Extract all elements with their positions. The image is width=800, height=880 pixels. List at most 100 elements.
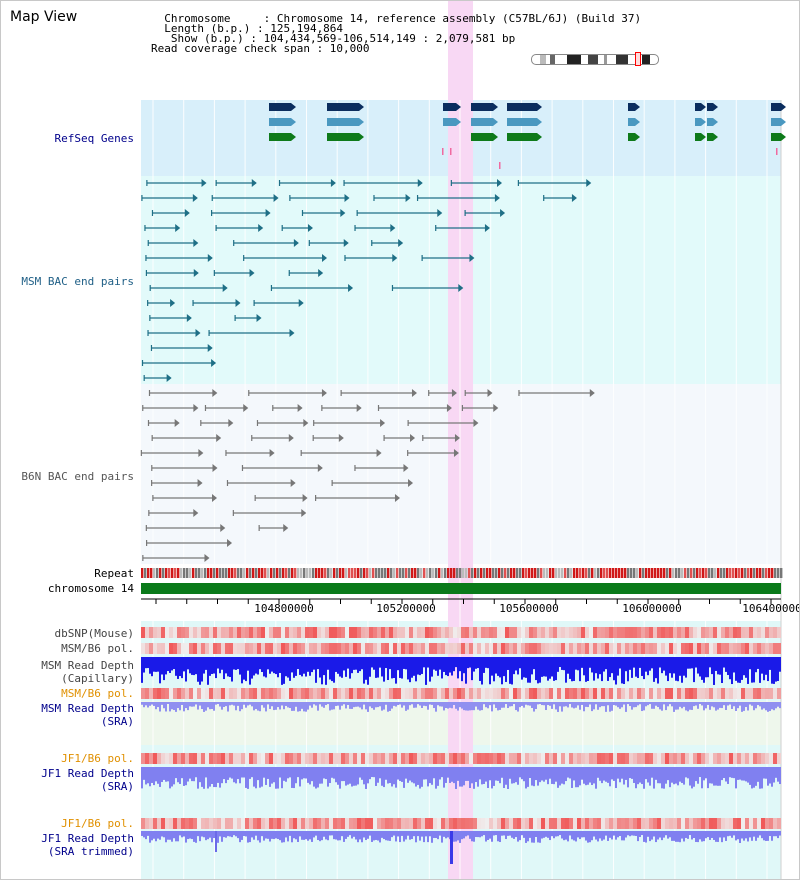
jf1-sra-depth-bar	[313, 767, 315, 787]
b6n-bac-end-pairs-label[interactable]: B6N BAC end pairs	[21, 470, 134, 483]
repeat-block	[672, 568, 675, 578]
msm-capillary-depth-bar	[543, 657, 545, 677]
msm-capillary-depth-bar	[609, 657, 611, 678]
jf1-b6-pol-heat-cell	[241, 753, 245, 764]
msm-sra-depth-bar	[609, 702, 611, 712]
msm-sra-depth-bar	[577, 702, 579, 706]
jf1-b6-pol-2-heat-cell	[245, 818, 249, 829]
jf1-trimmed-depth-bar	[513, 831, 515, 839]
jf1-b6-pol-2-label[interactable]: JF1/B6 pol.	[61, 817, 134, 830]
msm-b6-pol-sra-heat-cell	[285, 688, 289, 699]
chromosome-14-label[interactable]: chromosome 14	[47, 582, 134, 595]
jf1-trimmed-depth-bar	[705, 831, 707, 839]
msm-b6-pol-sra-heat-cell	[201, 688, 205, 699]
jf1-trimmed-depth-bar	[581, 831, 583, 838]
msm-bac-end-pairs-label[interactable]: MSM BAC end pairs	[21, 275, 134, 288]
repeat-block	[429, 568, 432, 578]
jf1-trimmed-depth-bar	[301, 831, 303, 840]
jf1-sra-depth-bar	[711, 767, 713, 784]
refseq-genes-label[interactable]: RefSeq Genes	[54, 132, 134, 145]
msm-capillary-depth-bar	[487, 657, 489, 669]
msm-b6-pol-heat-cell	[277, 643, 281, 654]
jf1-sra-depth-bar	[153, 767, 155, 786]
msm-capillary-depth-bar	[243, 657, 245, 680]
repeat-block	[174, 568, 177, 578]
msm-sra-depth-bar	[523, 702, 525, 708]
repeat-label[interactable]: Repeat	[94, 567, 134, 580]
msm-read-depth-sra-label[interactable]: MSM Read Depth (SRA)	[41, 702, 134, 728]
msm-sra-depth-bar	[645, 702, 647, 707]
dbsnp-heat-cell	[689, 627, 693, 638]
jf1-sra-depth-bar	[213, 767, 215, 788]
bac-end-arrow	[192, 194, 198, 202]
msm-sra-depth-bar	[723, 702, 725, 706]
jf1-trimmed-depth-bar	[447, 831, 449, 838]
msm-capillary-depth-bar	[409, 657, 411, 683]
msm-b6-pol-heat-cell	[421, 643, 425, 654]
jf1-trimmed-depth-bar	[233, 831, 235, 836]
msm-capillary-depth-bar	[441, 657, 443, 679]
jf1-trimmed-depth-bar	[443, 831, 445, 837]
repeat-block	[489, 568, 492, 578]
msm-sra-depth-bar	[745, 702, 747, 708]
msm-capillary-depth-bar	[639, 657, 641, 668]
jf1-b6-pol-2-heat-cell	[197, 818, 201, 829]
msm-capillary-depth-bar	[461, 657, 463, 682]
repeat-block	[726, 568, 729, 578]
msm-b6-pol-heat-cell	[617, 643, 621, 654]
dbsnp-heat-cell	[673, 627, 677, 638]
jf1-sra-depth-bar	[449, 767, 451, 783]
jf1-read-depth-trimmed-label[interactable]: JF1 Read Depth (SRA trimmed)	[41, 832, 134, 858]
jf1-b6-pol-2-heat-cell	[657, 818, 661, 829]
repeat-block	[372, 568, 375, 578]
jf1-trimmed-depth-bar	[507, 831, 509, 836]
msm-sra-depth-bar	[575, 702, 577, 708]
jf1-b6-pol-heat-cell	[685, 753, 689, 764]
msm-capillary-depth-bar	[517, 657, 519, 675]
jf1-trimmed-depth-bar	[707, 831, 709, 838]
msm-b6-pol-sra-heat-cell	[541, 688, 545, 699]
jf1-trimmed-depth-bar	[657, 831, 659, 840]
jf1-b6-pol-heat-cell	[309, 753, 313, 764]
msm-capillary-depth-bar	[323, 657, 325, 676]
jf1-b6-pol-2-heat-cell	[621, 818, 625, 829]
jf1-b6-pol-heat-cell	[569, 753, 573, 764]
jf1-b6-pol-heat-cell	[605, 753, 609, 764]
jf1-trimmed-depth-bar	[265, 831, 267, 839]
jf1-b6-pol-heat-cell	[649, 753, 653, 764]
msm-sra-depth-bar	[615, 702, 617, 706]
msm-sra-depth-bar	[471, 702, 473, 711]
repeat-block	[186, 568, 189, 578]
axis-tick-label: 105200000	[376, 602, 436, 615]
msm-sra-depth-bar	[487, 702, 489, 709]
jf1-b6-pol-2-heat-cell	[377, 818, 381, 829]
jf1-sra-depth-bar	[337, 767, 339, 785]
gene-strand-arrow	[701, 103, 706, 111]
msm-sra-depth-bar	[683, 702, 685, 707]
jf1-b6-pol-label[interactable]: JF1/B6 pol.	[61, 752, 134, 765]
bac-end-arrow	[437, 209, 443, 217]
jf1-sra-depth-bar	[611, 767, 613, 780]
msm-capillary-depth-bar	[737, 657, 739, 683]
msm-b6-pol-heat-cell	[201, 643, 205, 654]
repeat-block	[702, 568, 705, 578]
jf1-read-depth-sra-label[interactable]: JF1 Read Depth (SRA)	[41, 767, 134, 793]
msm-b6-pol-label[interactable]: MSM/B6 pol.	[61, 642, 134, 655]
dbsnp-heat-cell	[665, 627, 669, 638]
msm-read-depth-capillary-label[interactable]: MSM Read Depth (Capillary)	[41, 659, 134, 685]
dbsnp-mouse-label[interactable]: dbSNP(Mouse)	[54, 627, 134, 640]
msm-sra-depth-bar	[237, 702, 239, 706]
msm-b6-pol-heat-cell	[149, 643, 153, 654]
msm-capillary-depth-bar	[547, 657, 549, 681]
chromosome-ideogram[interactable]	[531, 54, 659, 65]
msm-b6-pol-heat-cell	[753, 643, 757, 654]
page-title: Map View	[10, 9, 78, 25]
msm-sra-depth-bar	[441, 702, 443, 707]
msm-b6-pol-sra-label[interactable]: MSM/B6 pol.	[61, 687, 134, 700]
jf1-sra-depth-bar	[529, 767, 531, 778]
msm-b6-pol-sra-heat-cell	[477, 688, 481, 699]
msm-sra-depth-bar	[419, 702, 421, 706]
jf1-b6-pol-2-heat-cell	[361, 818, 365, 829]
ideogram-position-marker[interactable]	[635, 52, 641, 66]
